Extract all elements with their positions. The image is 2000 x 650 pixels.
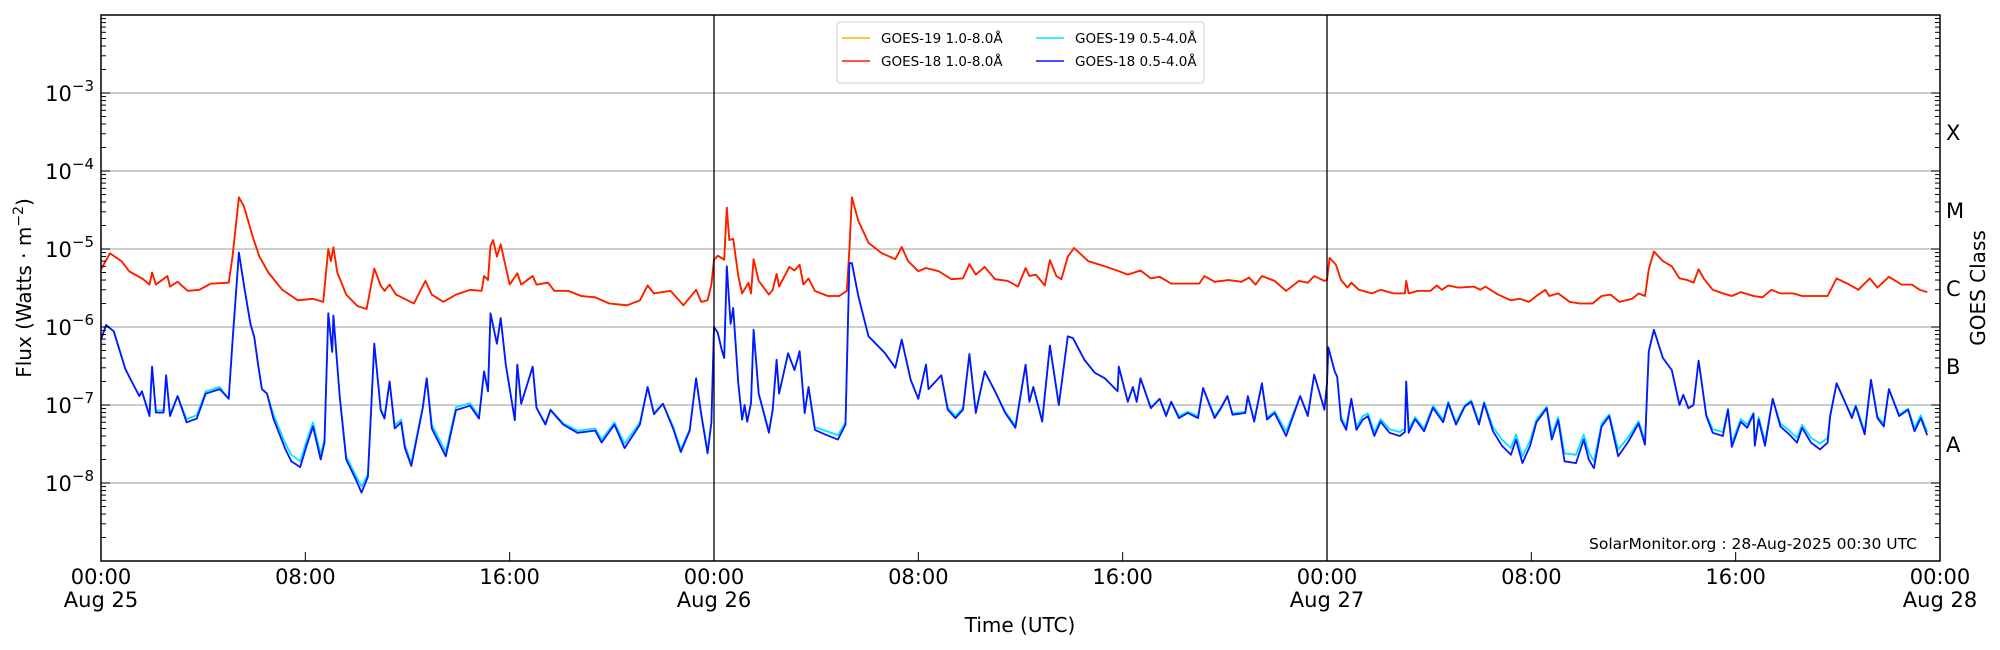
y-tick-label: 10−7 xyxy=(45,389,94,418)
y-tick-exponent: −6 xyxy=(72,311,94,329)
plot-frame xyxy=(100,14,1941,562)
y-tick-base: 10 xyxy=(45,238,72,262)
legend-box xyxy=(836,21,1205,84)
y-tick-base: 10 xyxy=(45,82,72,106)
y-axis-title-exponent: −2 xyxy=(11,206,27,227)
x-tick-date-label: Aug 26 xyxy=(677,588,751,612)
y-tick-exponent: −7 xyxy=(72,389,94,407)
x-tick-label: 16:00 xyxy=(1705,565,1766,589)
x-tick-label: 16:00 xyxy=(479,565,540,589)
goes-class-label: C xyxy=(1946,277,1961,301)
y-tick-exponent: −8 xyxy=(72,467,94,485)
x-tick-label: 08:00 xyxy=(275,565,336,589)
gridlines xyxy=(101,92,1940,484)
y-tick-base: 10 xyxy=(45,160,72,184)
y-tick-exponent: −4 xyxy=(72,155,94,173)
y-axis-title: Flux (Watts · m−2) xyxy=(11,198,36,378)
series-lines xyxy=(100,196,1929,494)
legend-label: GOES-19 1.0-8.0Å xyxy=(881,30,1003,47)
x-tick-label: 00:00 xyxy=(684,565,745,589)
y-tick-label: 10−5 xyxy=(45,233,94,262)
goes-class-label: M xyxy=(1946,199,1964,223)
source-annotation: SolarMonitor.org : 28-Aug-2025 00:30 UTC xyxy=(1589,535,1917,553)
x-tick-label: 08:00 xyxy=(888,565,949,589)
x-tick-label: 08:00 xyxy=(1501,565,1562,589)
x-tick-label: 00:00 xyxy=(1910,565,1971,589)
x-tick-label: 00:00 xyxy=(1297,565,1358,589)
legend-label: GOES-18 1.0-8.0Å xyxy=(881,53,1003,70)
x-tick-label: 00:00 xyxy=(71,565,132,589)
legend-label: GOES-19 0.5-4.0Å xyxy=(1075,30,1197,47)
goes18-short-line xyxy=(100,251,1929,494)
y-tick-base: 10 xyxy=(45,394,72,418)
right-axis-title: GOES Class xyxy=(1966,230,1990,346)
goes-class-label: A xyxy=(1946,433,1961,457)
y-tick-label: 10−4 xyxy=(45,155,94,184)
legend: GOES-19 1.0-8.0Å GOES-19 0.5-4.0Å GOES-18 … xyxy=(836,21,1205,84)
y-tick-label: 10−8 xyxy=(45,467,94,496)
y-tick-exponent: −5 xyxy=(72,233,94,251)
y-tick-base: 10 xyxy=(45,472,72,496)
goes19-short-line xyxy=(100,251,1929,488)
y-tick-label: 10−6 xyxy=(45,311,94,340)
x-tick-date-label: Aug 28 xyxy=(1903,588,1977,612)
goes-class-label: B xyxy=(1946,355,1960,379)
x-tick-label: 16:00 xyxy=(1092,565,1153,589)
y-tick-label: 10−3 xyxy=(45,77,94,106)
x-tick-date-label: Aug 27 xyxy=(1290,588,1364,612)
goes18-long-line xyxy=(100,196,1928,310)
legend-label: GOES-18 0.5-4.0Å xyxy=(1075,53,1197,70)
goes-class-label: X xyxy=(1946,121,1960,145)
y-tick-base: 10 xyxy=(45,316,72,340)
y-tick-exponent: −3 xyxy=(72,77,94,95)
axes xyxy=(100,14,1941,562)
y-axis-title-close: ) xyxy=(12,198,36,206)
y-axis-title-main: Flux (Watts · m xyxy=(12,227,36,378)
x-tick-date-label: Aug 25 xyxy=(64,588,138,612)
x-axis-title: Time (UTC) xyxy=(964,613,1076,637)
